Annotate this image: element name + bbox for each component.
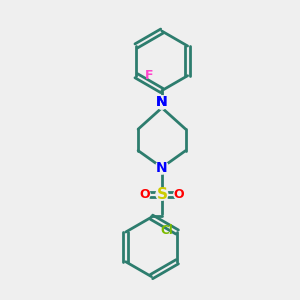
Circle shape [156, 188, 168, 200]
Circle shape [155, 96, 168, 109]
Circle shape [155, 96, 168, 109]
Text: N: N [156, 95, 168, 110]
Circle shape [139, 189, 150, 200]
Text: O: O [139, 188, 150, 201]
Text: Cl: Cl [160, 224, 173, 237]
Text: N: N [156, 160, 168, 175]
Circle shape [174, 189, 184, 200]
Text: S: S [156, 187, 167, 202]
Text: F: F [145, 69, 154, 82]
Circle shape [155, 161, 168, 174]
Text: O: O [174, 188, 184, 201]
Text: N: N [156, 95, 168, 110]
